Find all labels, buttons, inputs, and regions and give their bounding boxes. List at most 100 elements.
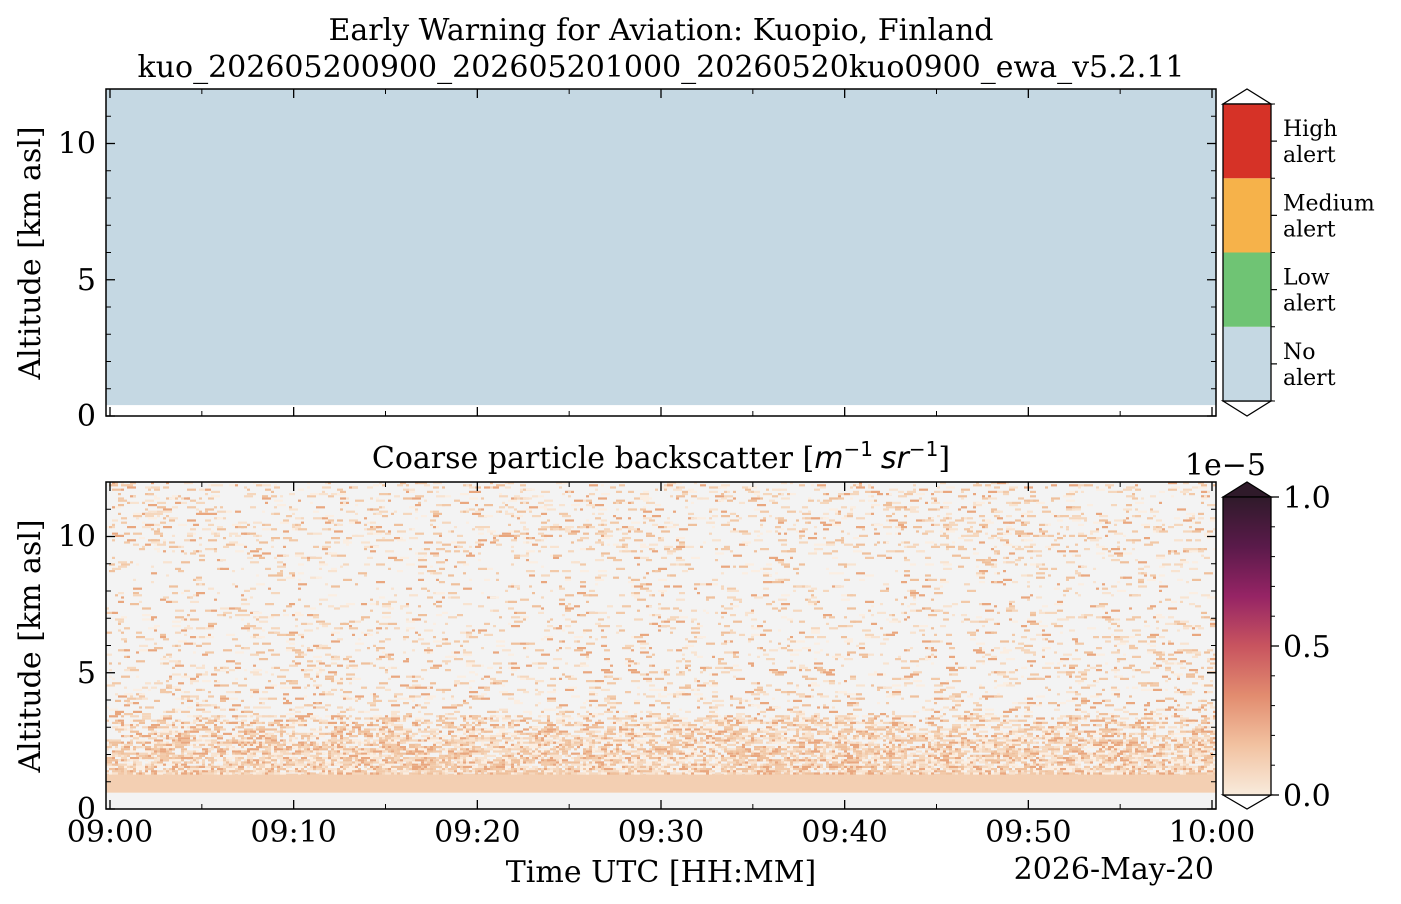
backscatter-bin (418, 710, 421, 713)
backscatter-bin (613, 750, 616, 753)
backscatter-bin (502, 757, 511, 760)
backscatter-bin (619, 763, 628, 766)
backscatter-bin (643, 499, 649, 502)
backscatter-bin (667, 739, 673, 742)
backscatter-bin (262, 743, 265, 746)
backscatter-bin (226, 768, 235, 771)
backscatter-bin (181, 737, 190, 740)
backscatter-bin (295, 651, 304, 654)
backscatter-bin (586, 600, 589, 603)
backscatter-bin (271, 737, 277, 740)
backscatter-bin (484, 504, 493, 507)
backscatter-bin (112, 721, 118, 724)
backscatter-bin (289, 638, 295, 641)
backscatter-bin (118, 622, 121, 625)
backscatter-bin (244, 730, 247, 733)
backscatter-bin (301, 770, 310, 773)
backscatter-bin (238, 735, 244, 738)
backscatter-bin (646, 534, 655, 537)
backscatter-bin (418, 750, 424, 753)
backscatter-bin (586, 651, 592, 654)
backscatter-bin (124, 752, 133, 755)
backscatter-bin (406, 717, 409, 720)
backscatter-bin (502, 735, 505, 738)
backscatter-bin (559, 761, 562, 764)
backscatter-bin (334, 530, 343, 533)
backscatter-bin (205, 739, 208, 742)
backscatter-bin (235, 759, 241, 762)
backscatter-bin (628, 759, 631, 762)
backscatter-bin (577, 713, 580, 716)
backscatter-bin (304, 748, 307, 751)
backscatter-bin (433, 732, 439, 735)
backscatter-bin (400, 607, 403, 610)
backscatter-bin (160, 726, 169, 729)
backscatter-bin (448, 759, 451, 762)
backscatter-bin (355, 746, 358, 749)
backscatter-bin (247, 737, 253, 740)
backscatter-bin (679, 752, 685, 755)
backscatter-bin (346, 677, 355, 680)
backscatter-bin (352, 726, 361, 729)
backscatter-bin (355, 721, 358, 724)
backscatter-bin (190, 596, 193, 599)
backscatter-bin (538, 721, 541, 724)
backscatter-bin (199, 719, 202, 722)
backscatter-bin (145, 770, 148, 773)
backscatter-bin (652, 653, 655, 656)
backscatter-bin (178, 649, 181, 652)
backscatter-bin (553, 658, 556, 661)
backscatter-bin (406, 697, 415, 700)
backscatter-bin (169, 519, 175, 522)
backscatter-bin (664, 763, 667, 766)
backscatter-bin (616, 517, 622, 520)
backscatter-bin (307, 660, 313, 663)
backscatter-bin (556, 752, 559, 755)
backscatter-bin (358, 743, 361, 746)
backscatter-bin (388, 765, 391, 768)
backscatter-bin (676, 559, 685, 562)
backscatter-bin (499, 730, 505, 733)
backscatter-bin (619, 594, 625, 597)
backscatter-bin (415, 675, 421, 678)
backscatter-bin (424, 484, 430, 487)
backscatter-bin (307, 669, 313, 672)
backscatter-bin (592, 726, 598, 729)
backscatter-bin (271, 772, 274, 775)
backscatter-bin (583, 728, 589, 731)
backscatter-bin (448, 739, 451, 742)
backscatter-bin (598, 719, 601, 722)
backscatter-bin (502, 772, 508, 775)
backscatter-bin (580, 653, 589, 656)
backscatter-bin (640, 710, 643, 713)
backscatter-bin (616, 631, 619, 634)
backscatter-bin (658, 763, 661, 766)
backscatter-bin (442, 715, 445, 718)
backscatter-bin (622, 724, 625, 727)
backscatter-bin (328, 528, 331, 531)
backscatter-bin (145, 508, 148, 511)
backscatter-bin (340, 754, 343, 757)
backscatter-bin (211, 704, 217, 707)
backscatter-bin (274, 486, 280, 489)
backscatter-bin (199, 715, 202, 718)
backscatter-bin (175, 662, 181, 665)
backscatter-bin (418, 552, 427, 555)
backscatter-bin (472, 512, 481, 515)
backscatter-bin (379, 596, 385, 599)
backscatter-bin (163, 550, 166, 553)
backscatter-bin (454, 499, 460, 502)
backscatter-bin (376, 658, 382, 661)
backscatter-bin (682, 772, 685, 775)
backscatter-bin (496, 726, 499, 729)
backscatter-bin (430, 768, 433, 771)
backscatter-bin (139, 693, 145, 696)
backscatter-bin (502, 763, 505, 766)
backscatter-bin (550, 763, 553, 766)
backscatter-bin (382, 726, 388, 729)
backscatter-bin (145, 523, 154, 526)
backscatter-bin (148, 510, 157, 513)
backscatter-bin (343, 750, 352, 753)
backscatter-bin (505, 512, 514, 515)
backscatter-bin (430, 682, 436, 685)
